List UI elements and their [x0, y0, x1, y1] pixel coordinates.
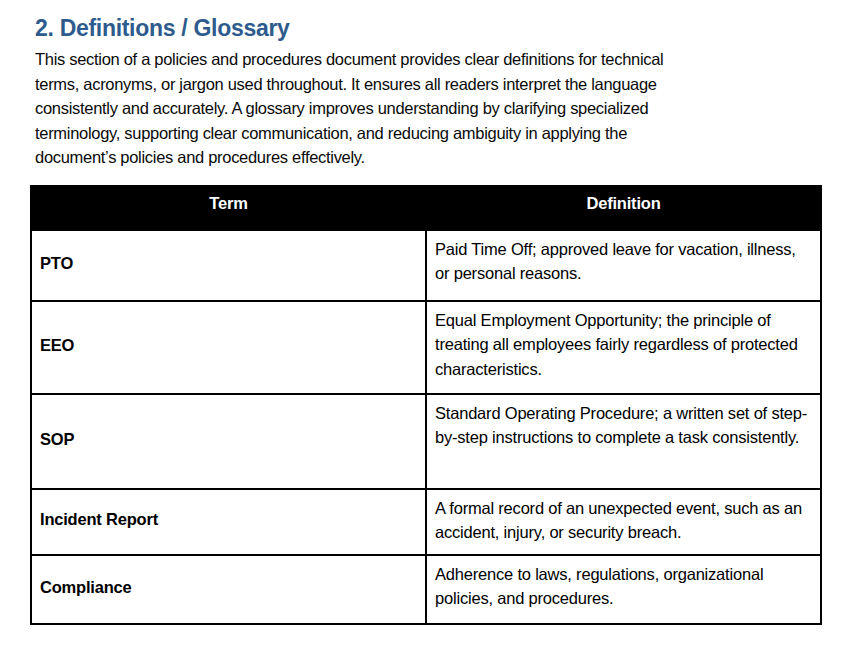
- definition-cell: Adherence to laws, regulations, organiza…: [426, 555, 821, 624]
- column-header-term: Term: [31, 186, 426, 230]
- table-header-row: Term Definition: [31, 186, 821, 230]
- table-row: SOP Standard Operating Procedure; a writ…: [31, 394, 821, 489]
- term-cell: Compliance: [31, 555, 426, 624]
- intro-line: terms, acronyms, or jargon used througho…: [35, 72, 791, 97]
- intro-paragraph: This section of a policies and procedure…: [35, 47, 791, 170]
- table-row: Compliance Adherence to laws, regulation…: [31, 555, 821, 624]
- section-heading: 2. Definitions / Glossary: [35, 14, 820, 42]
- term-cell: EEO: [31, 301, 426, 394]
- column-header-definition: Definition: [426, 186, 821, 230]
- definition-cell: Equal Employment Opportunity; the princi…: [426, 301, 821, 394]
- definition-cell: Standard Operating Procedure; a written …: [426, 394, 821, 489]
- definition-cell: Paid Time Off; approved leave for vacati…: [426, 230, 821, 301]
- table-row: PTO Paid Time Off; approved leave for va…: [31, 230, 821, 301]
- intro-line: document’s policies and procedures effec…: [35, 145, 791, 170]
- intro-line: consistently and accurately. A glossary …: [35, 96, 791, 121]
- document-page: 2. Definitions / Glossary This section o…: [0, 0, 846, 651]
- intro-line: This section of a policies and procedure…: [35, 47, 791, 72]
- table-row: Incident Report A formal record of an un…: [31, 489, 821, 555]
- term-cell: SOP: [31, 394, 426, 489]
- definition-cell: A formal record of an unexpected event, …: [426, 489, 821, 555]
- glossary-table: Term Definition PTO Paid Time Off; appro…: [30, 185, 822, 625]
- term-cell: Incident Report: [31, 489, 426, 555]
- term-cell: PTO: [31, 230, 426, 301]
- intro-line: terminology, supporting clear communicat…: [35, 121, 791, 146]
- table-row: EEO Equal Employment Opportunity; the pr…: [31, 301, 821, 394]
